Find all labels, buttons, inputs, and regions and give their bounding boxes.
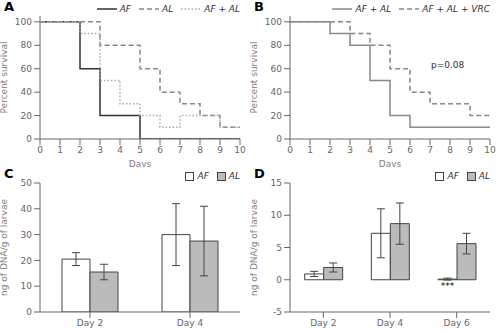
svg-text:3: 3 <box>347 145 353 155</box>
html-text:AF + AL: AF + AL <box>355 4 392 14</box>
svg-text:10: 10 <box>484 145 492 155</box>
svg-text:0: 0 <box>276 134 282 144</box>
html-text:D: D <box>254 166 265 181</box>
svg-text:1: 1 <box>57 145 63 155</box>
svg-text:Day 6: Day 6 <box>443 318 470 328</box>
svg-text:ng of DNA/g of larvae: ng of DNA/g of larvae <box>8 199 9 296</box>
svg-text:Days: Days <box>129 159 152 167</box>
svg-text:5: 5 <box>137 145 143 155</box>
svg-text:0: 0 <box>26 307 32 317</box>
html-text:AF + AL + VRC: AF + AL + VRC <box>422 4 490 14</box>
html-text:AF: AF <box>447 171 459 181</box>
svg-text:100: 100 <box>265 17 282 27</box>
svg-text:6: 6 <box>407 145 413 155</box>
svg-text:20: 20 <box>271 111 283 121</box>
svg-text:30: 30 <box>21 230 33 240</box>
html-text:AL: AL <box>478 171 490 181</box>
svg-text:0: 0 <box>276 275 282 285</box>
svg-text:80: 80 <box>271 40 283 50</box>
svg-text:Day 4: Day 4 <box>377 318 404 328</box>
svg-text:-5: -5 <box>273 307 282 317</box>
html-text:A: A <box>4 0 15 14</box>
svg-text:100: 100 <box>15 17 32 27</box>
html-text:AL: AL <box>228 171 240 181</box>
html-text:AF: AF <box>119 4 131 14</box>
svg-text:Percent survival: Percent survival <box>250 42 259 114</box>
svg-text:4: 4 <box>367 145 373 155</box>
svg-text:9: 9 <box>217 145 223 155</box>
svg-text:***: *** <box>441 281 455 291</box>
svg-text:Days: Days <box>379 159 402 167</box>
svg-text:15: 15 <box>271 178 282 188</box>
svg-text:20: 20 <box>21 111 33 121</box>
svg-text:2: 2 <box>77 145 83 155</box>
svg-text:60: 60 <box>271 64 283 74</box>
svg-text:20: 20 <box>21 256 33 266</box>
svg-text:7: 7 <box>177 145 183 155</box>
svg-text:ng of DNA/g of larvae: ng of DNA/g of larvae <box>250 199 259 296</box>
svg-text:7: 7 <box>427 145 433 155</box>
svg-text:Day 4: Day 4 <box>177 318 204 328</box>
svg-text:Day 2: Day 2 <box>310 318 336 328</box>
svg-text:3: 3 <box>97 145 103 155</box>
html-text:B: B <box>254 0 264 14</box>
svg-text:4: 4 <box>117 145 123 155</box>
svg-text:0: 0 <box>287 145 293 155</box>
svg-text:Day 2: Day 2 <box>77 318 103 328</box>
svg-text:9: 9 <box>467 145 473 155</box>
html-text:AF: AF <box>197 171 209 181</box>
svg-text:p=0.08: p=0.08 <box>431 60 465 70</box>
svg-text:Percent survival: Percent survival <box>8 42 9 114</box>
html-text:C: C <box>4 166 14 181</box>
svg-text:80: 80 <box>21 40 33 50</box>
svg-text:50: 50 <box>21 178 33 188</box>
svg-text:40: 40 <box>21 204 33 214</box>
svg-text:10: 10 <box>234 145 246 155</box>
svg-text:1: 1 <box>307 145 313 155</box>
svg-text:40: 40 <box>21 87 33 97</box>
svg-text:8: 8 <box>197 145 203 155</box>
svg-text:5: 5 <box>276 243 282 253</box>
svg-text:0: 0 <box>37 145 43 155</box>
svg-text:8: 8 <box>447 145 453 155</box>
html-text:AL: AL <box>162 4 174 14</box>
svg-text:5: 5 <box>387 145 393 155</box>
svg-text:40: 40 <box>271 87 283 97</box>
html-text:AF + AL: AF + AL <box>204 4 240 14</box>
svg-text:10: 10 <box>271 210 283 220</box>
svg-text:0: 0 <box>26 134 32 144</box>
svg-text:6: 6 <box>157 145 163 155</box>
svg-text:10: 10 <box>21 281 33 291</box>
svg-text:2: 2 <box>327 145 333 155</box>
svg-text:60: 60 <box>21 64 33 74</box>
